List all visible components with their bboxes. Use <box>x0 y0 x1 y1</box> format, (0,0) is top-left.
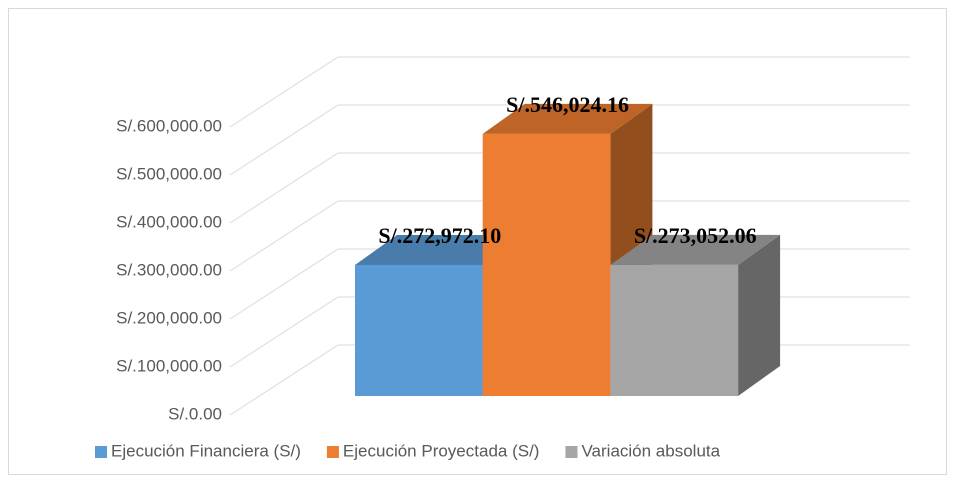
y-tick-label: S/.300,000.00 <box>116 260 222 279</box>
legend-label: Ejecución Financiera (S/) <box>111 441 301 460</box>
y-tick-label: S/.400,000.00 <box>116 212 222 231</box>
bar-top <box>482 103 653 134</box>
grid-line <box>229 200 910 272</box>
grid-line <box>229 152 910 224</box>
grid-line <box>229 104 910 176</box>
data-label: S/.273,052.06 <box>634 223 757 248</box>
legend-swatch <box>326 446 339 458</box>
y-tick-label: S/.100,000.00 <box>116 356 222 375</box>
bar-side <box>738 234 781 396</box>
legend-label: Variación absoluta <box>581 441 720 460</box>
bar <box>610 264 739 396</box>
legend-swatch <box>565 446 578 458</box>
y-tick-label: S/.0.00 <box>168 404 222 423</box>
legend-swatch <box>95 446 107 458</box>
y-tick-label: S/.500,000.00 <box>116 164 222 183</box>
grid-line <box>229 56 910 128</box>
y-tick-label: S/.600,000.00 <box>116 116 222 135</box>
bar-top <box>610 234 781 265</box>
y-tick-label: S/.200,000.00 <box>116 308 222 327</box>
data-label: S/.272,972.10 <box>378 223 501 248</box>
bar <box>482 133 611 397</box>
bar-top <box>355 234 525 265</box>
legend-label: Ejecución Proyectada (S/) <box>343 441 540 460</box>
data-label: S/.546,024.16 <box>506 92 629 117</box>
bar <box>355 264 483 396</box>
